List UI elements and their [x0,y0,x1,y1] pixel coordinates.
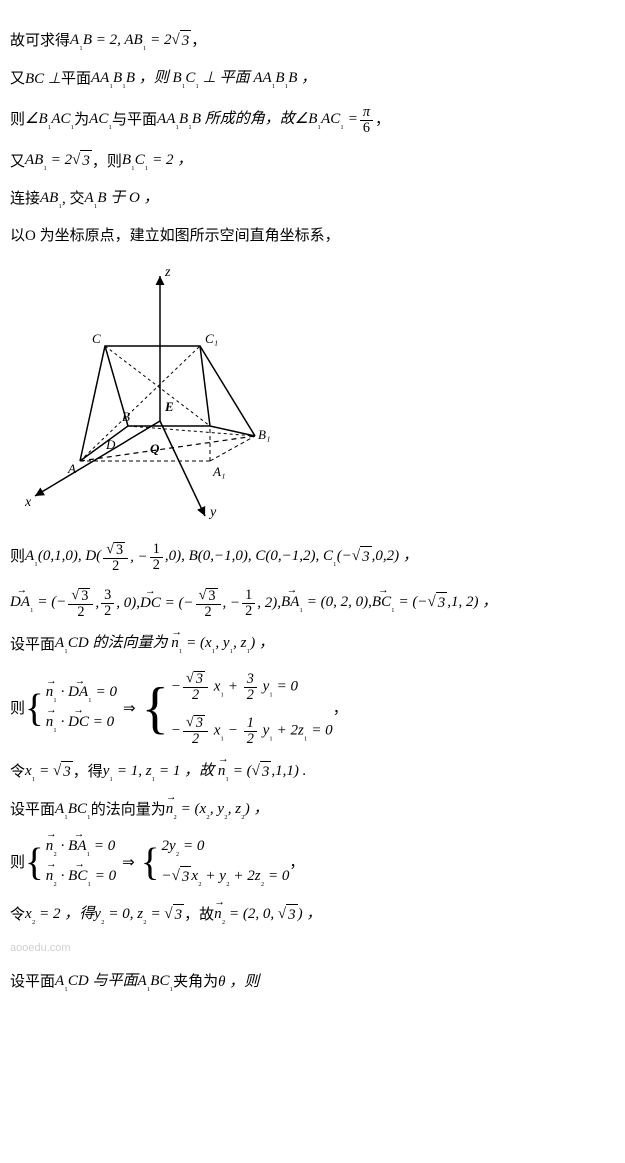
para-1: 故可求得 A₁B = 2, AB₁ = 23 ， [10,30,615,54]
para-6: 以 O 为坐标原点，建立如图所示空间直角坐标系， [10,226,615,247]
axis-y-label: y [208,505,217,520]
pt-C1: C₁ [205,331,218,346]
pt-A: A [67,461,76,476]
axis-z-label: z [164,265,171,280]
pt-B: B [122,409,130,424]
para-15: 设平面 A₁CD 与平面 A₁BC₁ 夹角为 θ ，则 [10,971,615,995]
coord-figure-svg: z x y A A₁ B B₁ C C₁ D Q E [10,261,290,521]
para-2: 又 BC ⊥ 平面 AA₁B₁B ，则 B₁C₁ ⊥ 平面 AA₁B₁B ， [10,68,615,92]
para-9: 设平面 A₁CD 的法向量为 n₁ = (x₁, y₁, z₁) ， [10,633,615,657]
geometry-figure: z x y A A₁ B B₁ C C₁ D Q E [10,261,615,528]
para-10: 则 { n₁ · DA₁ = 0 n₁ · DC = 0 ⇒ { −32 x₁ … [10,671,615,747]
pt-A1: A₁ [212,464,225,479]
pt-E: E [164,399,174,414]
para-14: 令 x₂ = 2 ，得 y₂ = 0, z₂ = 3 ，故 n₂ = (2, 0… [10,904,615,928]
pt-C: C [92,331,101,346]
math: A₁B = 2, AB₁ = 23 [70,30,191,54]
para-13: 则 { n₂ · BA₁ = 0 n₂ · BC₁ = 0 ⇒ { 2y₂ = … [10,836,615,889]
para-3: 则 ∠B₁AC₁ 为 AC₁ 与平面 AA₁B₁B 所成的角，故 ∠B₁AC₁ … [10,105,615,136]
para-4: 又 AB₁ = 23 ，则 B₁C₁ = 2 ， [10,150,615,174]
pt-B1: B₁ [258,427,270,442]
para-12: 设平面 A₁BC₁ 的法向量为 n₂ = (x₂, y₂, z₂) ， [10,799,615,823]
text: ， [191,31,206,52]
text: 故可求得 [10,31,70,52]
para-11: 令 x₁ = 3 ，得 y₁ = 1, z₁ = 1 ，故 n₁ = (3,1,… [10,761,615,785]
para-8: DA₁ = (− 32 , 32 , 0), DC = (− 32 , − 12… [10,588,615,620]
para-7: 则 A₁(0,1,0), D( 32 , − 12 ,0), B(0,−1,0)… [10,542,615,574]
pt-D: D [105,437,116,452]
pt-Q: Q [150,441,160,456]
axis-x-label: x [24,495,32,510]
fraction: π6 [360,105,373,136]
watermark: aooedu.com [10,941,615,956]
para-5: 连接 AB₁ , 交 A₁B 于 O ， [10,188,615,212]
